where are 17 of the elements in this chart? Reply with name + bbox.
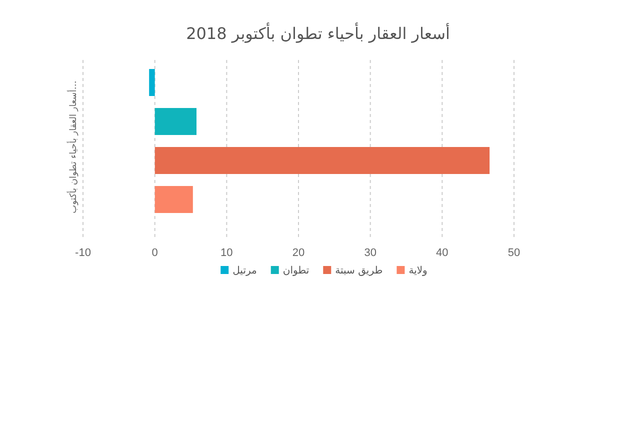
x-tick-label: 50 (508, 247, 520, 259)
legend-item: مرتيل (220, 266, 257, 276)
legend-label: تطوان (282, 266, 310, 276)
x-tick-label: 0 (152, 247, 158, 259)
x-tick-label: -10 (75, 247, 91, 259)
legend-label: ولاية (408, 266, 428, 276)
legend-item: طريق سبتة (323, 266, 383, 276)
x-tick-label: 40 (436, 247, 448, 259)
y-axis-title: أسعار العقار بأحياء تطوان بأكتوب… (66, 80, 79, 214)
x-tick-label: 20 (292, 247, 305, 259)
x-tick-label: 10 (220, 247, 233, 259)
x-tick-label: 30 (364, 247, 376, 259)
legend-label: طريق سبتة (335, 266, 383, 276)
chart-title: أسعار العقار بأحياء تطوان بأكتوبر 2018 (186, 22, 450, 43)
legend-item: تطوان (270, 266, 310, 276)
legend-label: مرتيل (232, 266, 257, 276)
legend-item: ولاية (396, 266, 428, 276)
